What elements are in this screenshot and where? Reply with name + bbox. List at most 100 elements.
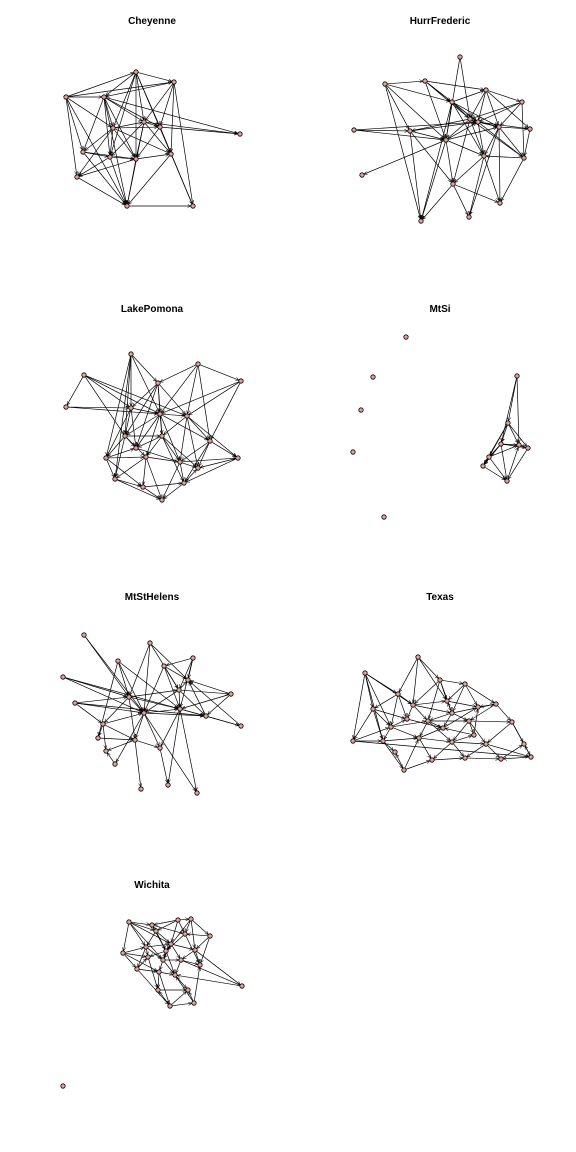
network-edge <box>501 160 523 200</box>
network-edge <box>164 485 182 499</box>
network-node <box>393 750 397 754</box>
network-edge <box>443 680 463 683</box>
network-edge <box>67 99 82 149</box>
network-node <box>182 481 186 485</box>
network-edge <box>177 977 187 988</box>
network-edge <box>86 637 128 695</box>
network-node <box>381 739 385 743</box>
network-node <box>64 405 68 409</box>
network-edge <box>454 186 468 214</box>
network-edge <box>393 728 416 737</box>
network-edge <box>79 158 108 175</box>
network-edge <box>435 758 463 760</box>
network-edge <box>147 709 178 712</box>
network-edge <box>448 703 451 710</box>
network-edge <box>139 73 172 82</box>
network-edge <box>107 410 130 455</box>
panel-lakepomona: LakePomona <box>64 304 243 502</box>
network-node <box>186 678 190 682</box>
network-node <box>383 82 387 86</box>
network-edge <box>173 1003 192 1005</box>
network-node <box>458 55 462 59</box>
network-node <box>451 182 455 186</box>
network-edge <box>126 948 144 953</box>
network-node <box>484 88 488 92</box>
network-edge <box>422 738 450 741</box>
network-node <box>405 717 409 721</box>
network-node <box>402 768 406 772</box>
network-edge <box>485 467 505 479</box>
network-edge <box>375 710 404 719</box>
network-node <box>204 714 208 718</box>
network-node <box>135 967 139 971</box>
nodes-wichita <box>61 917 244 1088</box>
network-edge <box>522 105 524 156</box>
network-node <box>73 701 77 705</box>
network-edge <box>454 104 468 117</box>
network-edge <box>408 707 412 716</box>
network-edge <box>139 154 169 158</box>
network-edge <box>123 925 128 951</box>
network-edge <box>392 697 398 725</box>
network-node <box>82 633 86 637</box>
network-edge <box>415 707 426 719</box>
network-node <box>238 132 242 136</box>
network-node <box>139 787 143 791</box>
network-node <box>528 127 532 131</box>
network-node <box>158 746 162 750</box>
network-edge <box>147 459 161 497</box>
network-node <box>191 656 195 660</box>
network-edge <box>212 442 236 456</box>
network-edge <box>147 933 154 945</box>
network-edge <box>79 178 125 204</box>
network-edge <box>85 154 126 204</box>
network-edge <box>420 723 427 735</box>
network-edge <box>161 751 168 783</box>
network-edge <box>508 447 518 478</box>
network-edge <box>498 706 511 720</box>
network-node <box>64 95 68 99</box>
network-edge <box>188 367 198 414</box>
network-node <box>148 641 152 645</box>
network-edge <box>138 437 159 447</box>
network-node <box>445 699 449 703</box>
network-edge <box>106 714 142 724</box>
network-node <box>178 460 182 464</box>
network-node <box>526 446 530 450</box>
network-node <box>371 375 375 379</box>
network-node <box>522 156 526 160</box>
network-edge <box>179 693 180 707</box>
edges-lakepomona <box>67 356 240 499</box>
network-edge <box>106 98 157 126</box>
network-edge <box>400 696 411 704</box>
network-node <box>160 498 164 502</box>
panel-title-lakepomona: LakePomona <box>121 304 184 315</box>
network-edge <box>182 695 228 709</box>
network-node <box>156 381 160 385</box>
panel-hurrfrederic: HurrFrederic <box>352 16 532 223</box>
network-edge <box>107 753 113 762</box>
network-edge <box>185 443 208 481</box>
network-node <box>359 408 363 412</box>
network-node <box>134 446 138 450</box>
network-edge <box>78 703 142 712</box>
network-edge <box>181 712 197 791</box>
network-edge <box>420 740 430 758</box>
network-edge <box>117 480 159 499</box>
network-node <box>104 456 108 460</box>
network-edge <box>426 83 445 137</box>
network-node <box>176 918 180 922</box>
network-edge <box>413 122 476 130</box>
network-edge <box>167 659 191 666</box>
network-edge <box>127 438 134 446</box>
network-edge <box>481 122 528 128</box>
network-node <box>499 757 503 761</box>
network-node <box>141 485 145 489</box>
network-node <box>169 152 173 156</box>
nodes-mtsthelens <box>61 633 243 795</box>
network-edge <box>434 744 450 759</box>
network-node <box>146 955 150 959</box>
network-node <box>208 439 212 443</box>
network-edge <box>357 122 476 130</box>
network-node <box>192 1001 196 1005</box>
